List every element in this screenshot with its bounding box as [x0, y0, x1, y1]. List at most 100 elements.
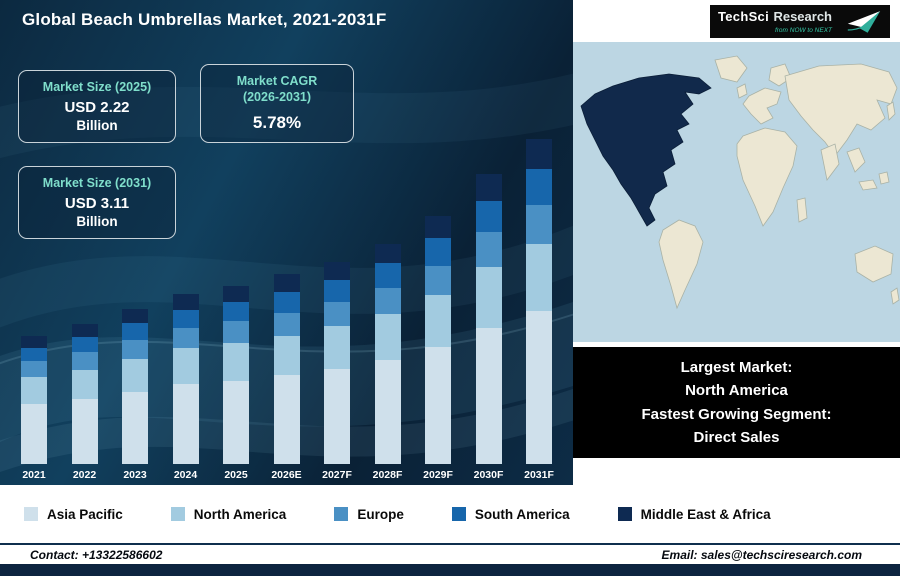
legend-item: Asia Pacific	[24, 507, 123, 522]
legend-swatch	[451, 507, 466, 521]
bar-category-label: 2027F	[322, 469, 352, 481]
bar-segment-north-america	[526, 243, 552, 312]
stat-card-market-size-2025: Market Size (2025) USD 2.22 Billion	[18, 70, 176, 144]
chart-panel: Global Beach Umbrellas Market, 2021-2031…	[0, 0, 573, 485]
right-panel: TechSci Research from NOW to NEXT	[573, 0, 900, 485]
bar-segment-asia-pacific	[324, 368, 350, 464]
note-line-fastest-segment-label: Fastest Growing Segment:	[641, 405, 832, 423]
bar-segment-asia-pacific	[71, 398, 98, 464]
bar-segment-europe	[475, 232, 502, 267]
map-borneo	[878, 171, 890, 185]
bar-segment-south-america	[172, 309, 199, 329]
bar-column: 2021	[12, 336, 56, 481]
legend-item: South America	[451, 507, 570, 522]
bar-segment-asia-pacific	[172, 383, 199, 464]
bar-segment-middle-east-africa	[273, 274, 300, 292]
bar-column: 2026E	[265, 274, 309, 481]
bar-segment-north-america	[273, 335, 300, 376]
logo-tagline: from NOW to NEXT	[774, 27, 832, 34]
bar-segment-north-america	[374, 314, 401, 361]
bar-column: 2023	[113, 309, 157, 481]
bar-category-label: 2031F	[524, 469, 554, 481]
bar-segment-europe	[122, 340, 148, 359]
stat-label: Market Size (2025)	[42, 80, 152, 94]
map-south-america	[658, 219, 704, 310]
bar-segment-middle-east-africa	[475, 174, 502, 201]
logo-brand-primary: TechSci	[718, 9, 769, 24]
contact-info: Contact: +13322586602	[30, 547, 163, 562]
bar-segment-south-america	[223, 302, 249, 322]
bar-chart: 2021 2022 2023 2024 2025 2026E 2027F 2028F 2029F…	[0, 139, 573, 481]
bar-segment-north-america	[324, 326, 350, 369]
bar-category-label: 2026E	[271, 469, 302, 481]
bar-stack	[475, 174, 502, 464]
legend-swatch	[334, 507, 349, 521]
stat-value: 5.78%	[252, 112, 302, 132]
note-line-largest-market-label: Largest Market:	[680, 359, 793, 376]
bar-segment-europe	[425, 266, 451, 296]
bar-category-label: 2024	[173, 469, 198, 481]
bar-segment-europe	[223, 321, 249, 343]
map-greenland	[714, 55, 748, 83]
map-north-america	[580, 73, 712, 227]
bar-segment-europe	[273, 312, 300, 336]
bar-segment-north-america	[71, 369, 98, 399]
logo-brand-secondary: Research	[773, 9, 832, 24]
bar-segment-south-america	[273, 291, 300, 313]
legend-label: North America	[193, 506, 287, 522]
legend: Asia Pacific North America Europe South Ame…	[0, 485, 900, 543]
bar-segment-south-america	[71, 336, 98, 353]
bar-segment-middle-east-africa	[324, 262, 350, 280]
stat-card-market-cagr: Market CAGR (2026-2031) 5.78%	[200, 64, 354, 143]
bar-category-label: 2022	[72, 469, 97, 481]
bar-category-label: 2030F	[473, 469, 504, 481]
bar-segment-south-america	[374, 263, 401, 288]
bar-segment-middle-east-africa	[425, 216, 451, 239]
map-asia	[784, 63, 898, 157]
stat-card-market-size-2031: Market Size (2031) USD 3.11 Billion	[18, 166, 176, 240]
bar-segment-north-america	[172, 348, 199, 384]
map-madagascar	[796, 197, 808, 223]
paper-plane-icon	[847, 11, 881, 33]
bar-segment-europe	[21, 361, 47, 377]
logo-strip: TechSci Research from NOW to NEXT	[573, 0, 900, 42]
logo-text: TechSci Research from NOW to NEXT	[718, 8, 832, 34]
bar-segment-north-america	[425, 295, 451, 348]
legend-item: Middle East & Africa	[617, 506, 771, 522]
bar-segment-middle-east-africa	[172, 294, 199, 310]
bar-column: 2027F	[315, 262, 359, 481]
bar-segment-south-america	[122, 323, 148, 341]
stat-label: Market Size (2031)	[42, 176, 152, 190]
bar-segment-middle-east-africa	[374, 244, 401, 264]
bar-stack	[122, 309, 148, 464]
legend-swatch	[617, 507, 632, 521]
legend-label: Asia Pacific	[47, 506, 123, 522]
bar-segment-europe	[374, 287, 401, 315]
page-title: Global Beach Umbrellas Market, 2021-2031…	[22, 10, 387, 29]
bar-column: 2025	[214, 286, 258, 481]
map-indonesia	[858, 179, 878, 191]
bar-segment-asia-pacific	[526, 311, 552, 464]
bar-stack	[374, 244, 401, 464]
bar-category-label: 2028F	[372, 469, 403, 481]
stat-unit: Billion	[76, 214, 118, 230]
bar-stack	[273, 274, 300, 464]
bar-category-label: 2023	[123, 469, 147, 481]
bar-segment-middle-east-africa	[526, 139, 552, 170]
bar-column: 2022	[63, 324, 107, 481]
map-southeast-asia	[846, 147, 866, 173]
bar-stack	[526, 139, 552, 464]
bar-category-label: 2021	[22, 469, 46, 481]
bar-category-label: 2025	[224, 469, 248, 481]
map-europe	[742, 87, 782, 125]
stat-label: Market CAGR (2026-2031)	[236, 74, 318, 105]
bar-stack	[425, 216, 451, 464]
bar-column: 2029F	[416, 216, 460, 481]
bar-column: 2028F	[366, 244, 410, 481]
world-map	[573, 42, 900, 342]
map-australia	[854, 245, 894, 283]
bar-segment-south-america	[526, 169, 552, 205]
legend-label: Middle East & Africa	[640, 506, 771, 522]
bar-segment-asia-pacific	[122, 391, 148, 464]
top-row: Global Beach Umbrellas Market, 2021-2031…	[0, 0, 900, 485]
